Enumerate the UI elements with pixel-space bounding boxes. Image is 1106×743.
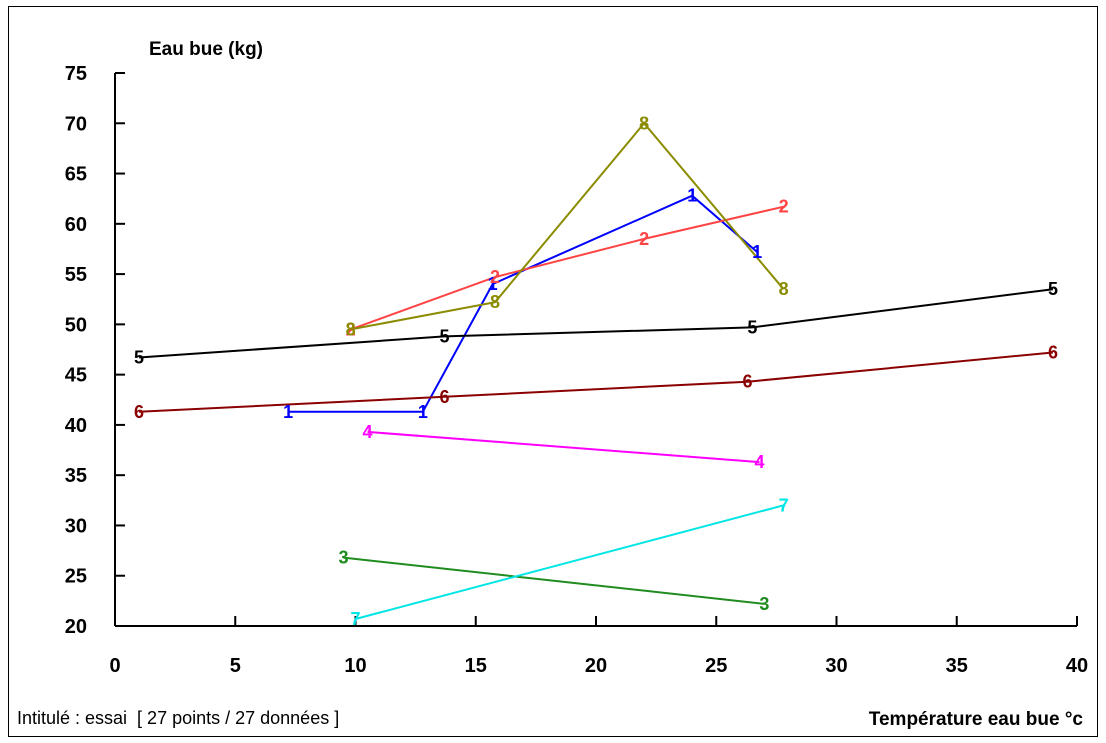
series-point-8: 8	[639, 113, 649, 133]
series-point-1: 1	[752, 242, 762, 262]
x-tick-label: 0	[109, 655, 120, 677]
series-point-2: 2	[490, 267, 500, 287]
series-line-4	[367, 430, 760, 464]
series-line-1	[288, 194, 758, 413]
series-point-4: 4	[363, 422, 373, 442]
series-point-1: 1	[687, 186, 697, 206]
chart-footer: Intitulé : essai [ 27 points / 27 donnée…	[17, 708, 339, 728]
series-point-2: 2	[779, 197, 789, 217]
series-point-7: 7	[350, 609, 360, 629]
series-line-7	[355, 504, 784, 620]
x-tick-label: 40	[1066, 655, 1088, 677]
y-tick-label: 25	[65, 566, 87, 588]
y-tick-label: 40	[65, 415, 87, 437]
series-lines	[139, 121, 1054, 620]
series-point-3: 3	[759, 594, 769, 614]
series-point-6: 6	[134, 402, 144, 422]
series-point-6: 6	[439, 387, 449, 407]
series-point-6: 6	[743, 372, 753, 392]
series-point-4: 4	[755, 452, 765, 472]
series-point-5: 5	[134, 348, 144, 368]
y-tick-label: 60	[65, 214, 87, 236]
y-tick-label: 75	[65, 63, 87, 85]
series-point-1: 1	[418, 402, 428, 422]
series-point-1: 1	[488, 274, 498, 294]
x-tick-label: 10	[344, 655, 366, 677]
y-tick-label: 30	[65, 515, 87, 537]
series-line-5	[139, 288, 1054, 359]
series-line-3	[343, 556, 765, 605]
y-tick-label: 50	[65, 314, 87, 336]
y-tick-label: 55	[65, 264, 87, 286]
x-tick-label: 25	[705, 655, 727, 677]
series-point-8: 8	[346, 319, 356, 339]
series-point-8: 8	[779, 279, 789, 299]
series-point-5: 5	[747, 317, 757, 337]
series-line-8	[350, 121, 785, 331]
series-point-8: 8	[490, 292, 500, 312]
chart-frame: 20 25 30 35 40 45 50 55 60 65 70 75 0 5 10 15 20 25 30 35 40…	[8, 6, 1098, 737]
series-point-5: 5	[439, 326, 449, 346]
x-tick-label: 35	[946, 655, 968, 677]
y-tick-label: 65	[65, 164, 87, 186]
series-point-2: 2	[639, 229, 649, 249]
series-line-6	[139, 351, 1053, 413]
y-tick-label: 45	[65, 365, 87, 387]
series-point-5: 5	[1048, 279, 1058, 299]
series-point-2: 2	[346, 319, 356, 339]
series-point-6: 6	[1048, 343, 1058, 363]
y-axis-label: Eau bue (kg)	[149, 39, 263, 60]
series-point-3: 3	[338, 548, 348, 568]
x-axis-label: Température eau bue °c	[869, 709, 1084, 730]
y-tick-label: 20	[65, 616, 87, 638]
x-tick-label: 5	[230, 655, 241, 677]
x-tick-label: 30	[825, 655, 847, 677]
series-line-2	[350, 205, 784, 331]
y-tick-label: 35	[65, 465, 87, 487]
x-tick-label: 15	[465, 655, 487, 677]
y-tick-label: 70	[65, 113, 87, 135]
series-point-1: 1	[283, 402, 293, 422]
x-tick-label: 20	[585, 655, 607, 677]
series-point-7: 7	[779, 495, 789, 515]
